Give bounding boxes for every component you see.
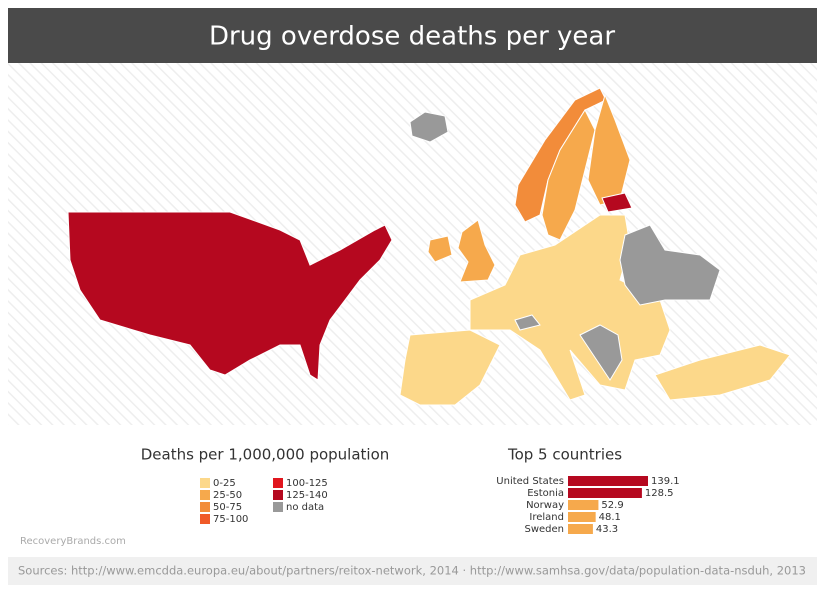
- bar: [568, 500, 599, 510]
- legend-title: Deaths per 1,000,000 population: [141, 446, 390, 464]
- chart-title: Top 5 countries: [507, 446, 622, 464]
- estonia: [601, 192, 633, 213]
- legend-swatch: [273, 478, 283, 488]
- legend-swatch: [273, 490, 283, 500]
- value-label: 139.1: [651, 476, 680, 487]
- bar: [568, 476, 648, 486]
- value-label: 48.1: [599, 512, 621, 523]
- category-label: Estonia: [527, 488, 564, 499]
- belarus-ukraine: [619, 224, 721, 306]
- legend-swatch: [200, 478, 210, 488]
- category-label: Norway: [526, 500, 564, 511]
- legend-label: 125-140: [286, 490, 328, 501]
- map: [67, 87, 791, 406]
- ireland: [427, 235, 453, 263]
- finland: [587, 93, 631, 206]
- switzerland: [514, 314, 541, 331]
- legend-swatch: [200, 490, 210, 500]
- legend-label: 75-100: [213, 514, 248, 525]
- title: Drug overdose deaths per year: [209, 22, 615, 52]
- balkans-no-data: [579, 324, 623, 381]
- uk: [457, 219, 496, 283]
- value-label: 52.9: [601, 500, 623, 511]
- usa: [67, 211, 393, 381]
- legend-swatch: [200, 514, 210, 524]
- iberia: [399, 329, 501, 406]
- bar: [568, 524, 593, 534]
- value-label: 128.5: [645, 488, 674, 499]
- legend-label: 50-75: [213, 502, 242, 513]
- header: [8, 8, 817, 63]
- legend-label: no data: [286, 502, 324, 513]
- legend-swatch: [200, 502, 210, 512]
- sweden: [541, 108, 596, 241]
- bar-chart: United States 139.1 Estonia 128.5 Norway 52.9…: [496, 476, 680, 535]
- category-label: Ireland: [529, 512, 564, 523]
- category-label: Sweden: [524, 524, 564, 535]
- legend-label: 0-25: [213, 478, 236, 489]
- brand: RecoveryBrands.com: [20, 536, 126, 547]
- turkey: [654, 344, 791, 401]
- legend-label: 100-125: [286, 478, 328, 489]
- value-label: 43.3: [596, 524, 618, 535]
- category-label: United States: [496, 476, 564, 487]
- footer: [8, 557, 817, 585]
- legend-label: 25-50: [213, 490, 242, 501]
- bar: [568, 512, 596, 522]
- legend-swatch: [273, 502, 283, 512]
- sources: Sources: http://www.emcdda.europa.eu/abo…: [18, 564, 806, 578]
- iceland: [409, 111, 449, 143]
- bar: [568, 488, 642, 498]
